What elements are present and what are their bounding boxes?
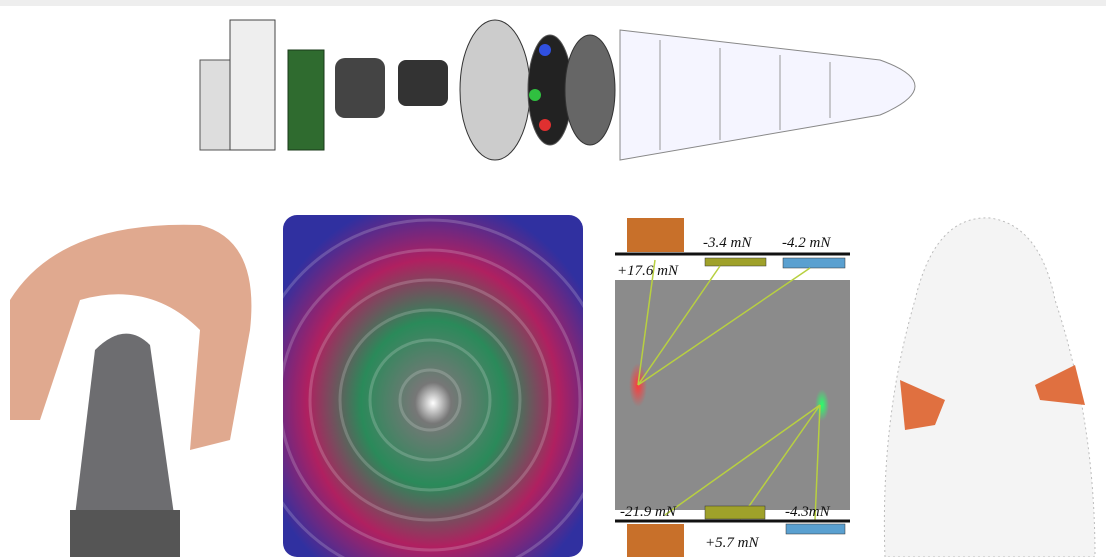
camera-image [248,215,612,557]
force-label: +17.6 mN [617,263,679,279]
transparent-tip [619,29,916,161]
force-bar [782,257,846,269]
force-bar [627,218,684,252]
sensor-tip [70,333,180,557]
lens [398,60,448,106]
circuit-board [287,49,325,151]
force-bar [704,505,766,520]
force-bar [785,523,846,535]
hand [10,224,252,450]
force-label: -4.2 mN [782,235,831,251]
camera-frame [283,215,583,557]
force-label: -4.3mN [785,504,831,520]
marker-spot [815,389,829,421]
frame [229,19,276,151]
tip-ribs [659,40,831,150]
flange [459,19,531,161]
top-band [0,0,1106,6]
force-bar [704,257,767,267]
force-map: -3.4 mN -4.2 mN +17.6 mN -21.9 mN +5.7 m… [615,218,850,557]
ring [564,34,616,146]
force-label: +5.7 mN [705,535,759,551]
led [539,119,551,131]
force-bar [627,524,684,557]
deformation [1035,365,1085,405]
led [539,44,551,56]
marker-image [615,280,850,510]
pattern-rings [248,218,612,557]
hand-photo [10,215,258,557]
deformation [900,380,945,430]
force-label: -21.9 mN [620,504,677,520]
sensor-base [70,510,180,557]
mesh [883,217,1096,557]
camera [335,58,385,118]
led [529,89,541,101]
point-cloud [883,217,1096,557]
force-label: -3.4 mN [703,235,752,251]
connector-lines [637,259,821,521]
exploded-view [199,19,916,161]
